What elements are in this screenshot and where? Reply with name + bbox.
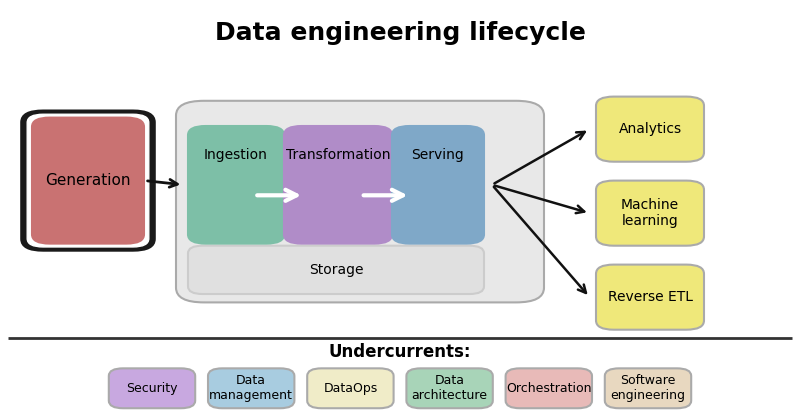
Text: Storage: Storage — [309, 263, 363, 277]
Text: Software
engineering: Software engineering — [610, 374, 686, 402]
FancyBboxPatch shape — [307, 368, 394, 408]
Text: Serving: Serving — [412, 148, 464, 163]
Text: Orchestration: Orchestration — [506, 382, 591, 395]
FancyBboxPatch shape — [176, 101, 544, 302]
Text: Transformation: Transformation — [286, 148, 390, 163]
Text: Data engineering lifecycle: Data engineering lifecycle — [214, 21, 586, 45]
FancyBboxPatch shape — [188, 126, 284, 244]
Text: Security: Security — [126, 382, 178, 395]
Text: Data
management: Data management — [210, 374, 293, 402]
FancyBboxPatch shape — [27, 114, 149, 247]
FancyBboxPatch shape — [392, 126, 484, 244]
Text: Ingestion: Ingestion — [204, 148, 268, 163]
Text: Analytics: Analytics — [618, 122, 682, 136]
FancyBboxPatch shape — [596, 265, 704, 330]
FancyBboxPatch shape — [284, 126, 392, 244]
FancyBboxPatch shape — [188, 246, 484, 294]
Text: Undercurrents:: Undercurrents: — [329, 343, 471, 361]
FancyBboxPatch shape — [605, 368, 691, 408]
FancyBboxPatch shape — [22, 111, 154, 250]
FancyBboxPatch shape — [32, 118, 144, 244]
FancyBboxPatch shape — [208, 368, 294, 408]
Text: DataOps: DataOps — [323, 382, 378, 395]
FancyBboxPatch shape — [406, 368, 493, 408]
FancyBboxPatch shape — [506, 368, 592, 408]
FancyBboxPatch shape — [109, 368, 195, 408]
Text: Reverse ETL: Reverse ETL — [607, 290, 693, 304]
Text: Data
architecture: Data architecture — [412, 374, 488, 402]
Text: Generation: Generation — [46, 173, 130, 188]
Text: Machine
learning: Machine learning — [621, 198, 679, 228]
FancyBboxPatch shape — [596, 181, 704, 246]
FancyBboxPatch shape — [596, 97, 704, 162]
